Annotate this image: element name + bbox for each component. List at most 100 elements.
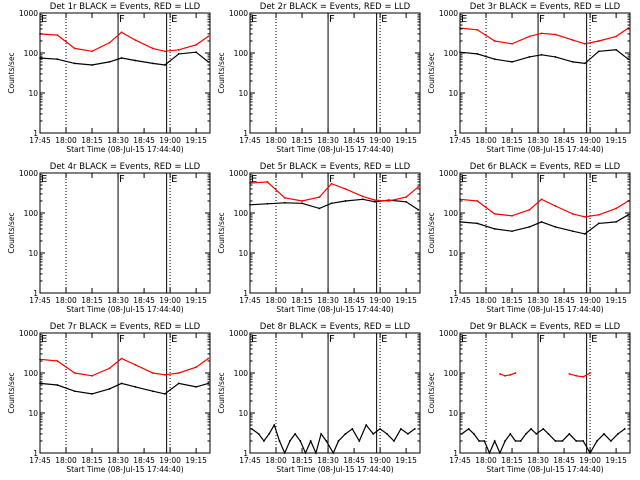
x-tick-label: 18:15: [291, 296, 313, 305]
x-tick-label: 17:45: [239, 136, 261, 145]
y-tick-label: 1: [243, 449, 248, 458]
y-tick-label: 1: [33, 129, 38, 138]
x-tick-label: 18:30: [317, 136, 339, 145]
data-point-lld: [120, 357, 123, 360]
data-point-lld: [615, 207, 618, 210]
panel-title: Det 6r BLACK = Events, RED = LLD: [470, 162, 621, 172]
data-point-events: [478, 440, 480, 442]
event-marker-label: E: [591, 334, 597, 345]
data-point-lld: [387, 200, 390, 202]
data-point-lld: [91, 374, 93, 377]
x-tick-label: 19:00: [159, 456, 181, 465]
data-point-events: [597, 222, 600, 225]
x-tick-label: 18:15: [81, 136, 103, 145]
series-line-events: [461, 428, 626, 455]
data-point-lld: [207, 357, 210, 360]
data-point-lld: [283, 196, 286, 199]
data-point-events: [535, 433, 538, 435]
y-tick-label: 100: [234, 369, 249, 378]
y-tick-label: 10: [448, 249, 458, 258]
data-point-events: [373, 200, 376, 203]
data-point-events: [386, 433, 388, 435]
data-point-lld: [476, 28, 479, 31]
y-tick-label: 1: [243, 129, 248, 138]
data-point-events: [476, 222, 479, 225]
x-tick-label: 18:15: [81, 296, 103, 305]
event-marker-label: E: [251, 334, 257, 345]
data-point-lld: [301, 200, 303, 202]
event-marker-label: E: [461, 14, 467, 25]
x-axis-label: Start Time (08-Jul-15 17:44:40): [276, 305, 393, 314]
x-tick-label: 18:45: [343, 456, 365, 465]
data-point-events: [91, 393, 93, 395]
x-tick-label: 17:45: [449, 456, 471, 465]
x-tick-label: 19:00: [159, 296, 181, 305]
data-point-events: [540, 53, 543, 56]
data-point-events: [56, 384, 59, 386]
y-tick-label: 1000: [229, 9, 248, 18]
x-tick-label: 19:15: [605, 456, 627, 465]
data-point-events: [207, 382, 210, 385]
x-tick-label: 19:15: [185, 136, 207, 145]
data-point-events: [320, 433, 323, 435]
event-marker-label: E: [41, 334, 47, 345]
data-point-events: [372, 433, 375, 435]
x-tick-label: 18:45: [133, 296, 155, 305]
data-point-events: [108, 388, 111, 390]
data-point-events: [177, 52, 180, 55]
x-tick-label: 17:45: [239, 456, 261, 465]
y-axis-label: Counts/sec: [427, 212, 436, 253]
data-point-lld: [498, 372, 501, 375]
x-tick-label: 19:00: [159, 136, 181, 145]
y-axis-label: Counts/sec: [7, 372, 16, 413]
x-tick-label: 18:45: [553, 456, 575, 465]
data-point-lld: [589, 372, 592, 374]
x-tick-label: 18:15: [291, 456, 313, 465]
data-point-lld: [318, 196, 321, 198]
panel-title: Det 7r BLACK = Events, RED = LLD: [50, 322, 201, 332]
x-tick-label: 18:00: [475, 296, 497, 305]
data-point-events: [358, 440, 361, 442]
data-point-events: [571, 230, 574, 233]
x-tick-label: 19:15: [185, 456, 207, 465]
x-tick-label: 18:00: [475, 456, 497, 465]
y-tick-label: 1000: [19, 9, 38, 18]
data-point-lld: [575, 374, 578, 377]
data-point-events: [262, 440, 265, 442]
data-point-events: [511, 230, 513, 233]
data-point-lld: [91, 50, 93, 53]
event-marker-label: E: [41, 14, 47, 25]
data-point-events: [554, 55, 557, 58]
data-point-lld: [528, 208, 531, 211]
y-tick-label: 1000: [19, 169, 38, 178]
data-point-lld: [476, 200, 479, 202]
data-point-lld: [514, 372, 517, 374]
event-marker-label: F: [329, 334, 335, 345]
x-tick-label: 19:15: [185, 296, 207, 305]
data-point-lld: [361, 195, 364, 198]
event-marker-label: F: [539, 174, 545, 185]
event-marker-label: E: [171, 14, 177, 25]
y-tick-label: 1: [453, 289, 458, 298]
y-tick-label: 1: [453, 449, 458, 458]
data-point-events: [582, 440, 585, 442]
data-point-events: [493, 440, 496, 442]
data-point-lld: [511, 42, 513, 45]
x-tick-label: 18:30: [317, 296, 339, 305]
series-line-lld: [39, 31, 209, 52]
data-point-lld: [373, 199, 376, 202]
data-point-events: [583, 233, 586, 235]
series-line-events: [249, 198, 419, 211]
y-tick-label: 10: [238, 89, 248, 98]
x-tick-label: 18:45: [553, 136, 575, 145]
data-point-events: [554, 440, 557, 442]
y-tick-label: 10: [28, 409, 38, 418]
y-tick-label: 100: [234, 209, 249, 218]
data-point-events: [299, 440, 302, 442]
x-tick-label: 17:45: [29, 456, 51, 465]
x-tick-label: 18:30: [317, 456, 339, 465]
data-point-lld: [554, 205, 557, 207]
data-point-events: [530, 428, 533, 430]
